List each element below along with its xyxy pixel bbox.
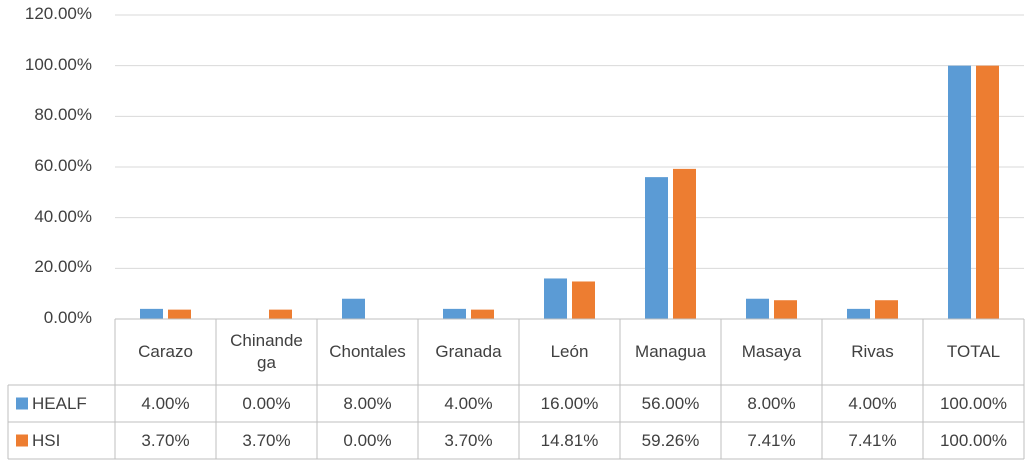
x-tick-label-text: Managua: [635, 342, 706, 361]
y-tick-label: 80.00%: [34, 105, 92, 125]
data-table-value: 8.00%: [343, 393, 392, 413]
bar: [948, 65, 971, 320]
data-table-value: 4.00%: [444, 393, 493, 413]
legend-key: [16, 434, 28, 447]
data-table-value: 3.70%: [141, 430, 190, 450]
data-table-value: 0.00%: [242, 393, 291, 413]
data-table-value: 4.00%: [141, 393, 190, 413]
x-tick-label: León: [519, 319, 620, 385]
data-table-value: 100.00%: [939, 430, 1008, 450]
x-tick-label: Granada: [418, 319, 519, 385]
data-table-value: 7.41%: [747, 430, 796, 450]
data-table-value: 0.00%: [343, 430, 392, 450]
bar: [746, 298, 769, 319]
bar: [140, 308, 163, 319]
bar: [269, 309, 292, 319]
x-tick-label: Chinandega: [216, 319, 317, 385]
x-tick-label-text: León: [550, 342, 589, 361]
y-tick-label: 20.00%: [34, 257, 92, 277]
data-table-value: 59.26%: [641, 430, 700, 450]
data-table-value: 7.41%: [848, 430, 897, 450]
x-tick-label-text: Chinandega: [230, 331, 303, 372]
legend-label: HEALF: [32, 393, 87, 413]
x-tick-label: Managua: [620, 319, 721, 385]
x-tick-label: Carazo: [115, 319, 216, 385]
x-tick-label-text: Masaya: [741, 342, 802, 361]
bar: [847, 308, 870, 319]
y-tick-label: 40.00%: [34, 206, 92, 226]
bar: [572, 281, 595, 319]
x-tick-label: TOTAL: [923, 319, 1024, 385]
data-table-value: 14.81%: [540, 430, 599, 450]
bar: [875, 300, 898, 319]
bar: [471, 309, 494, 319]
bar: [645, 177, 668, 319]
data-table-value: 56.00%: [641, 393, 700, 413]
bar: [673, 168, 696, 319]
data-table-value: 16.00%: [540, 393, 599, 413]
bar: [774, 300, 797, 319]
x-tick-label: Chontales: [317, 319, 418, 385]
data-table-value: 3.70%: [444, 430, 493, 450]
bar: [342, 298, 365, 319]
y-tick-label: 60.00%: [34, 156, 92, 175]
data-table-value: 8.00%: [747, 393, 796, 413]
bar: [168, 309, 191, 319]
x-tick-label-text: TOTAL: [946, 342, 1001, 361]
x-tick-label-text: Granada: [435, 342, 502, 361]
data-table-value: 3.70%: [242, 430, 291, 450]
legend-key: [16, 397, 28, 410]
data-table-value: 4.00%: [848, 393, 897, 413]
x-tick-label-text: Carazo: [138, 342, 193, 361]
bar: [976, 65, 999, 320]
y-tick-label: 120.00%: [24, 4, 92, 23]
bar: [544, 278, 567, 319]
y-tick-label: 0.00%: [43, 308, 92, 327]
x-tick-label-text: Rivas: [851, 342, 894, 361]
legend-label: HSI: [32, 430, 61, 450]
x-tick-label: Masaya: [721, 319, 822, 385]
bar: [443, 308, 466, 319]
x-tick-label-text: Chontales: [329, 342, 406, 361]
y-tick-label: 100.00%: [24, 54, 92, 74]
data-table-value: 100.00%: [939, 393, 1008, 413]
x-tick-label: Rivas: [822, 319, 923, 385]
